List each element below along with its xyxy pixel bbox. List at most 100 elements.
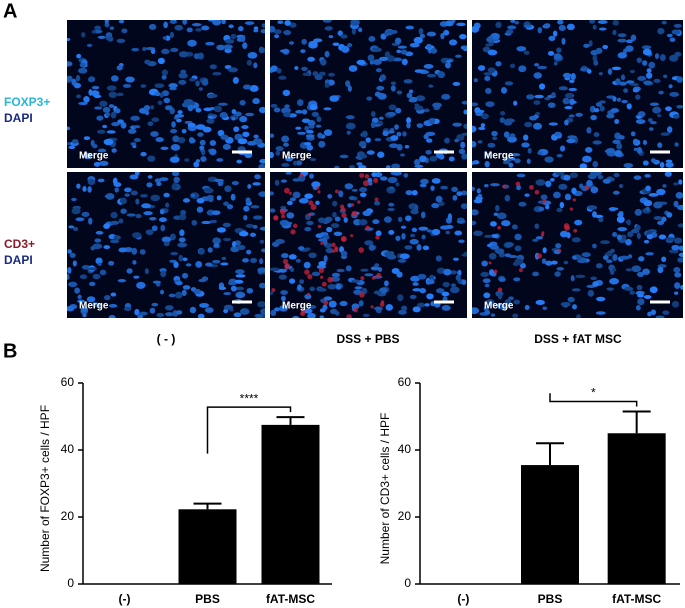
nucleus [168, 293, 176, 298]
nucleus [246, 249, 252, 255]
nucleus [140, 84, 147, 88]
nucleus [644, 174, 651, 178]
nucleus [79, 62, 86, 68]
nucleus [118, 218, 124, 224]
nucleus [435, 255, 442, 262]
nucleus [254, 313, 263, 318]
nucleus [674, 272, 682, 278]
nucleus [523, 50, 530, 55]
nucleus [431, 202, 440, 209]
nucleus [139, 311, 148, 316]
nucleus [480, 271, 489, 278]
nucleus [450, 283, 456, 288]
nucleus [656, 188, 666, 196]
nucleus [74, 287, 80, 294]
nucleus [537, 65, 548, 70]
nucleus [340, 250, 348, 258]
nucleus [384, 251, 392, 257]
cd3-cell [584, 185, 590, 191]
nucleus [429, 274, 435, 280]
nucleus [189, 306, 197, 314]
nucleus [280, 49, 290, 53]
nucleus [131, 47, 140, 52]
nucleus [213, 105, 223, 113]
nucleus [150, 48, 156, 55]
nucleus [405, 190, 413, 196]
nucleus [485, 299, 495, 306]
nucleus [142, 47, 147, 51]
nucleus [242, 84, 252, 90]
nucleus [217, 180, 224, 187]
nucleus [106, 85, 117, 91]
micrograph-bg [270, 20, 467, 168]
nucleus [199, 139, 206, 146]
nucleus [88, 76, 96, 83]
nucleus [372, 219, 380, 225]
nucleus [570, 100, 577, 104]
nucleus [598, 217, 604, 223]
micrograph: Merge [472, 20, 683, 168]
nucleus [212, 20, 222, 26]
nucleus [648, 193, 659, 197]
nucleus [280, 205, 287, 210]
nucleus [443, 268, 452, 276]
cd3-cell [317, 224, 322, 229]
nucleus [317, 217, 326, 224]
nucleus [592, 243, 597, 249]
cd3-cell [353, 307, 358, 313]
nucleus [308, 125, 315, 129]
nucleus [614, 118, 620, 125]
nucleus [430, 47, 438, 54]
nucleus [311, 271, 321, 277]
nucleus [586, 127, 592, 134]
nucleus [507, 136, 517, 143]
nucleus [390, 81, 396, 85]
cd3-cell [279, 208, 286, 215]
nucleus [295, 110, 303, 114]
nucleus [278, 274, 287, 280]
nucleus [146, 182, 153, 188]
nucleus [617, 135, 625, 140]
nucleus [110, 211, 118, 219]
nucleus [634, 208, 643, 216]
nucleus [105, 193, 115, 200]
nucleus [97, 35, 106, 39]
nucleus [488, 269, 495, 276]
nucleus [304, 142, 312, 146]
nucleus [308, 40, 318, 47]
nucleus [220, 262, 229, 266]
nucleus [636, 147, 643, 154]
nucleus [143, 105, 151, 111]
nucleus [595, 102, 602, 107]
micrograph: Merge [270, 20, 467, 168]
nucleus [575, 112, 583, 117]
cd3-cell [310, 204, 317, 211]
nucleus [414, 105, 424, 111]
nucleus [500, 110, 506, 116]
nucleus [408, 89, 414, 94]
nucleus [218, 102, 228, 106]
nucleus [440, 185, 448, 190]
nucleus [198, 87, 203, 91]
nucleus [425, 150, 432, 155]
nucleus [67, 75, 73, 82]
nucleus [370, 111, 376, 117]
nucleus [335, 283, 342, 290]
nucleus [90, 245, 96, 251]
nucleus [504, 298, 512, 306]
nucleus [586, 69, 592, 74]
nucleus [324, 26, 333, 31]
nucleus [331, 272, 341, 278]
cd3-cell [488, 261, 492, 265]
nucleus [385, 303, 394, 311]
nucleus [657, 114, 662, 118]
nucleus [245, 197, 251, 205]
nucleus [446, 59, 452, 63]
nucleus [317, 132, 323, 139]
row-label: FOXP3+ [4, 95, 50, 109]
nucleus [657, 142, 663, 148]
nucleus [577, 259, 587, 264]
nucleus [384, 30, 390, 37]
nucleus [177, 242, 188, 248]
y-tick-label: 60 [61, 375, 75, 389]
